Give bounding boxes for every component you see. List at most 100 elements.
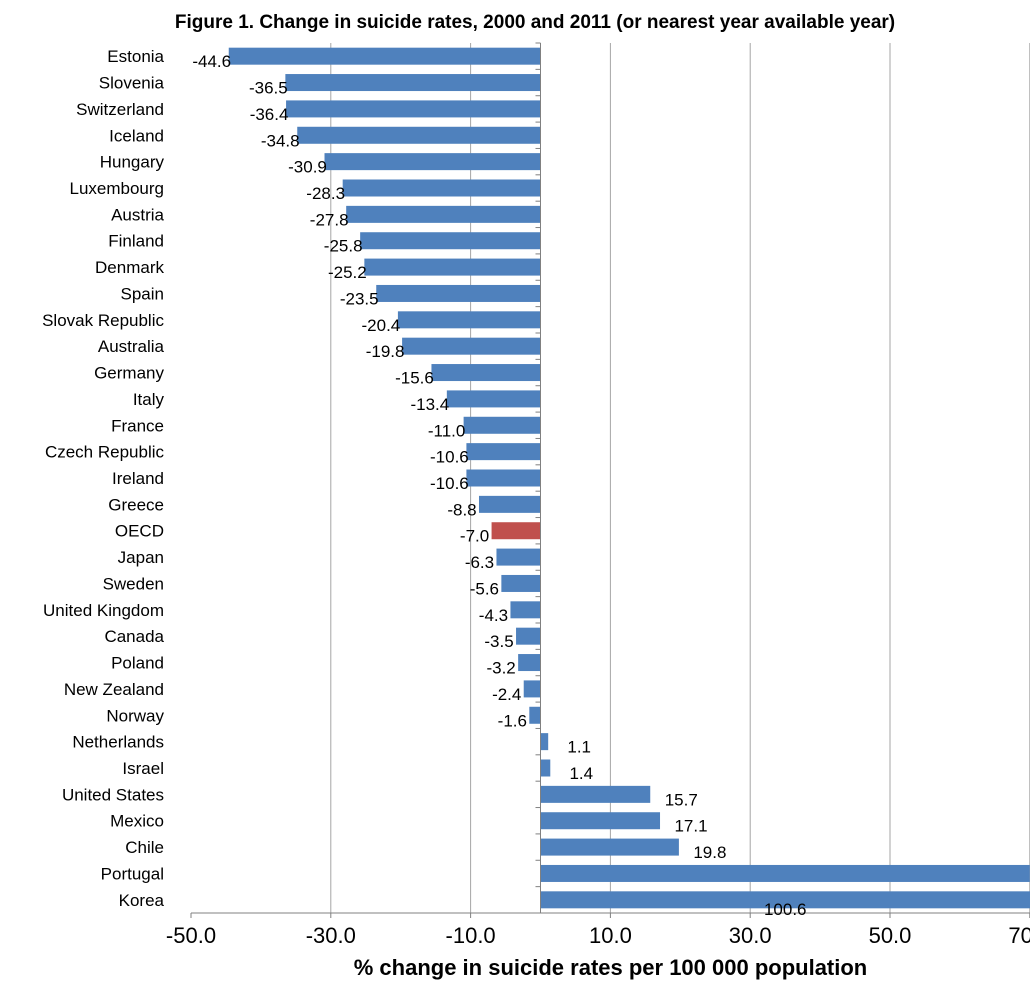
category-label: Poland xyxy=(111,654,164,673)
bar xyxy=(540,838,679,856)
data-label: -30.9 xyxy=(288,158,327,177)
category-label: Austria xyxy=(111,205,164,224)
bar xyxy=(346,205,541,223)
category-label: Japan xyxy=(118,548,164,567)
data-label: -34.8 xyxy=(261,131,300,150)
bar xyxy=(540,812,661,830)
labels: -50.0-30.0-10.010.030.050.070.090.0Eston… xyxy=(42,47,1030,948)
bar xyxy=(228,47,541,65)
bar xyxy=(285,74,541,92)
category-label: Estonia xyxy=(107,47,164,66)
bar xyxy=(496,548,541,566)
category-label: Australia xyxy=(98,337,165,356)
category-label: Netherlands xyxy=(72,733,164,752)
category-label: Czech Republic xyxy=(45,443,165,462)
data-label: -15.6 xyxy=(395,369,434,388)
data-label: -10.6 xyxy=(430,448,469,467)
axes xyxy=(190,42,1030,918)
bar xyxy=(466,443,541,461)
data-label: -4.3 xyxy=(479,606,508,625)
bar xyxy=(297,126,541,144)
x-tick-label: -10.0 xyxy=(446,923,496,948)
x-tick-label: 50.0 xyxy=(869,923,912,948)
bar xyxy=(324,153,541,171)
category-label: Chile xyxy=(125,838,164,857)
data-label: -36.4 xyxy=(250,105,289,124)
category-label: Portugal xyxy=(101,864,164,883)
data-label: -8.8 xyxy=(447,500,476,519)
data-label: 1.4 xyxy=(569,764,593,783)
x-tick-label: -50.0 xyxy=(166,923,216,948)
data-label: -25.2 xyxy=(328,263,367,282)
bar xyxy=(478,495,541,513)
category-label: Ireland xyxy=(112,469,164,488)
bar xyxy=(376,284,541,302)
category-label: New Zealand xyxy=(64,680,164,699)
bar xyxy=(402,337,541,355)
data-label: 1.1 xyxy=(567,738,591,757)
data-label: -2.4 xyxy=(492,685,521,704)
category-label: Germany xyxy=(94,364,164,383)
data-label: -25.8 xyxy=(324,237,363,256)
category-label: Slovenia xyxy=(99,74,165,93)
bar xyxy=(510,601,541,619)
category-label: Finland xyxy=(108,232,164,251)
bar xyxy=(397,311,541,329)
data-label: 15.7 xyxy=(665,790,698,809)
bar xyxy=(286,100,541,118)
bar xyxy=(360,232,541,250)
bar xyxy=(523,680,541,698)
data-label: 19.8 xyxy=(693,843,726,862)
data-label: -3.2 xyxy=(486,659,515,678)
bar xyxy=(501,574,541,592)
data-label: -7.0 xyxy=(460,527,489,546)
bar xyxy=(518,654,541,672)
category-label: Sweden xyxy=(103,574,164,593)
data-label: -44.6 xyxy=(192,52,231,71)
bar xyxy=(540,759,551,777)
data-label: -5.6 xyxy=(470,579,499,598)
data-label: 17.1 xyxy=(674,817,707,836)
bar xyxy=(540,785,651,803)
data-label: -27.8 xyxy=(310,210,349,229)
bar xyxy=(540,733,549,751)
category-label: Denmark xyxy=(95,258,164,277)
data-label: -11.0 xyxy=(428,421,466,440)
bar xyxy=(342,179,541,197)
x-tick-label: 10.0 xyxy=(589,923,632,948)
category-label: Korea xyxy=(119,891,165,910)
bar xyxy=(463,416,541,434)
x-tick-label: 70.0 xyxy=(1008,923,1030,948)
bar xyxy=(491,522,541,540)
category-label: Hungary xyxy=(100,153,165,172)
bar xyxy=(431,364,541,382)
category-label: Luxembourg xyxy=(69,179,164,198)
bar xyxy=(540,864,1030,882)
category-label: United Kingdom xyxy=(43,601,164,620)
x-tick-label: 30.0 xyxy=(729,923,772,948)
x-tick-label: -30.0 xyxy=(306,923,356,948)
category-label: Israel xyxy=(122,759,164,778)
chart-title: Figure 1. Change in suicide rates, 2000 … xyxy=(174,12,896,33)
data-label: -19.8 xyxy=(366,342,405,361)
data-label: -28.3 xyxy=(306,184,345,203)
data-label: -13.4 xyxy=(410,395,449,414)
category-label: Mexico xyxy=(110,812,164,831)
bar xyxy=(446,390,541,408)
data-label: -23.5 xyxy=(340,289,379,308)
category-label: Canada xyxy=(104,627,164,646)
category-label: Norway xyxy=(106,706,164,725)
bar xyxy=(466,469,541,487)
bar xyxy=(364,258,541,276)
data-label: -1.6 xyxy=(498,711,527,730)
data-label: -10.6 xyxy=(430,474,469,493)
category-label: OECD xyxy=(115,522,164,541)
bars xyxy=(228,47,1030,909)
data-label: -20.4 xyxy=(362,316,401,335)
category-label: Greece xyxy=(108,495,164,514)
bar xyxy=(540,891,1030,909)
category-label: Switzerland xyxy=(76,100,164,119)
category-label: United States xyxy=(62,785,164,804)
bar xyxy=(516,627,541,645)
